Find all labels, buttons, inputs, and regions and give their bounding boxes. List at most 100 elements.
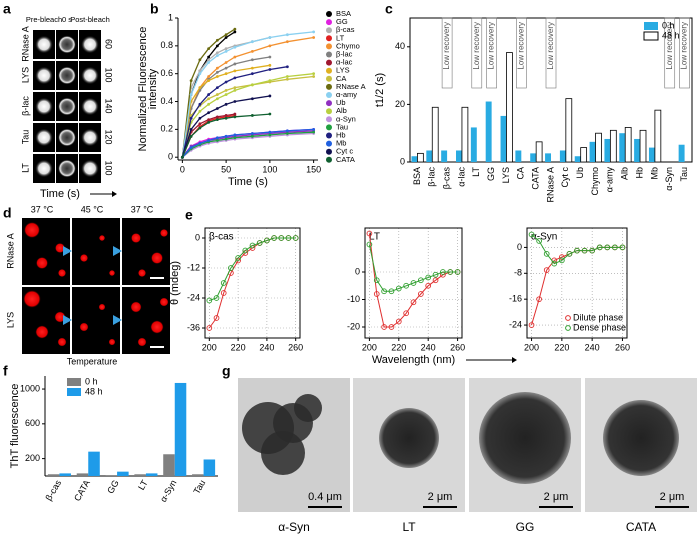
data-point — [312, 130, 316, 134]
data-point — [403, 310, 410, 317]
data-point — [198, 109, 202, 113]
y-tick-label: 0.6 — [160, 68, 173, 78]
bar — [47, 474, 60, 476]
data-point — [224, 61, 228, 64]
data-point — [224, 93, 228, 96]
legend-label: CA — [336, 74, 346, 83]
time-label: 100 — [104, 67, 114, 82]
bar — [411, 156, 418, 162]
axis-label: Temperature — [67, 356, 118, 366]
annotation-box — [486, 17, 497, 89]
legend-marker — [326, 19, 332, 26]
y-tick-label: 0 — [517, 242, 522, 252]
bar — [174, 382, 187, 476]
data-point — [250, 83, 254, 87]
data-point — [215, 115, 219, 119]
data-point — [312, 72, 316, 76]
y-tick-label: -8 — [514, 268, 522, 278]
data-point — [224, 47, 228, 51]
legend-label: Alb — [336, 106, 347, 115]
x-tick-label: 220 — [554, 342, 569, 352]
droplet — [58, 97, 76, 116]
arrow-head — [112, 191, 117, 197]
panel-label: c — [385, 1, 393, 17]
data-point — [410, 280, 417, 286]
data-point — [285, 235, 292, 241]
series-line — [181, 131, 314, 158]
data-point — [312, 75, 316, 78]
legend-marker — [326, 59, 332, 66]
data-point — [250, 58, 254, 62]
x-tick-label: β-cas — [43, 478, 63, 503]
panel-label: g — [222, 363, 231, 379]
droplet — [81, 66, 99, 85]
data-point — [198, 72, 202, 76]
x-tick-label: 240 — [585, 342, 600, 352]
x-tick-label: 50 — [221, 164, 231, 174]
time-label: 140 — [104, 98, 114, 113]
bar — [559, 150, 566, 162]
legend-label: CATA — [336, 155, 355, 164]
plot-frame — [204, 227, 301, 339]
plot-title: β-cas — [209, 232, 234, 243]
temperature-label: 37 °C — [131, 204, 154, 214]
data-point — [285, 75, 289, 78]
data-point — [543, 251, 550, 257]
annotation-box — [679, 17, 690, 89]
image-label: α-Syn — [278, 520, 310, 534]
x-tick-label: 260 — [288, 342, 303, 352]
data-point — [189, 116, 193, 120]
data-point — [285, 33, 289, 37]
data-point — [224, 134, 228, 138]
data-point — [206, 297, 213, 304]
data-point — [381, 324, 387, 330]
droplet — [130, 301, 142, 313]
image-label: CATA — [626, 520, 656, 534]
y-axis-label: Normalized Fluorescence — [137, 27, 149, 152]
droplet — [58, 159, 76, 178]
legend-marker — [326, 51, 332, 58]
data-point — [207, 97, 211, 101]
data-point — [268, 68, 272, 71]
data-point — [207, 121, 211, 124]
data-point — [233, 55, 237, 59]
data-point — [285, 129, 289, 133]
droplet — [160, 229, 168, 237]
data-point — [198, 126, 202, 130]
legend-label: Cyt c — [336, 147, 353, 156]
x-tick-label: Tau — [191, 478, 207, 496]
legend-label: Mb — [336, 139, 346, 148]
bar — [88, 451, 100, 476]
legend-marker — [326, 27, 332, 34]
droplet — [35, 159, 53, 178]
data-point — [250, 40, 254, 44]
legend-marker — [326, 83, 332, 90]
data-point — [558, 257, 565, 264]
panel-label: b — [150, 1, 159, 17]
droplet — [35, 35, 53, 54]
data-point — [447, 269, 454, 275]
x-tick-label: CA — [516, 167, 526, 180]
x-tick-label: LT — [471, 167, 481, 177]
temperature-label: 37 °C — [31, 204, 54, 214]
row-label: LT — [20, 163, 30, 173]
droplet — [81, 97, 99, 116]
data-point — [198, 69, 202, 73]
legend-label: Chymo — [336, 41, 360, 50]
data-point — [312, 30, 316, 34]
data-point — [224, 80, 228, 84]
legend-label: 48 h — [85, 386, 103, 396]
y-tick-label: 20 — [395, 99, 405, 109]
data-point — [250, 66, 254, 70]
legend-label: α-lac — [336, 58, 353, 67]
data-point — [233, 76, 237, 80]
data-point — [268, 63, 272, 67]
bar — [59, 473, 71, 476]
data-point — [215, 118, 219, 122]
column-label: 0 s — [62, 15, 72, 24]
bar — [500, 115, 507, 162]
data-point — [233, 115, 237, 119]
annotation: Low recovery — [546, 22, 555, 70]
x-tick-label: 260 — [450, 342, 465, 352]
data-point — [440, 269, 446, 275]
